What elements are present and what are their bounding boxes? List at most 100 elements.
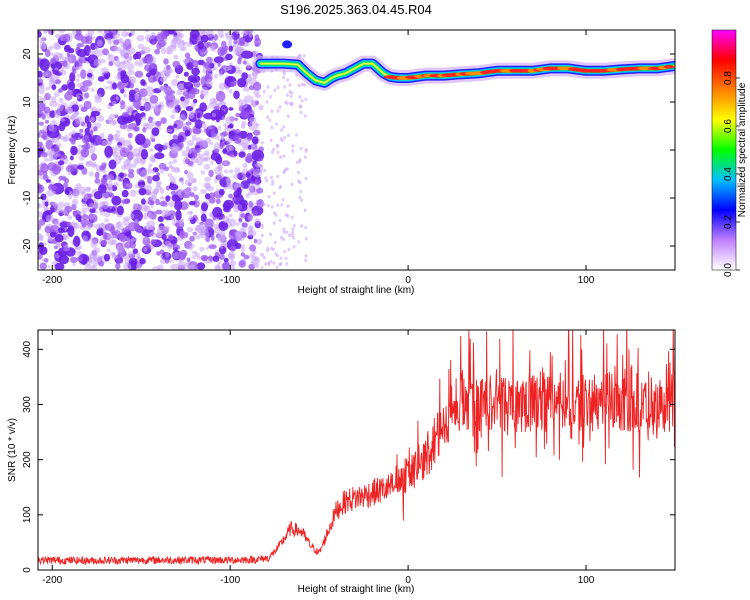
noise-speckle: [243, 254, 250, 260]
noise-speckle: [190, 88, 200, 95]
noise-speckle: [118, 232, 125, 239]
noise-speckle: [163, 58, 169, 65]
noise-speckle: [234, 117, 238, 121]
noise-speckle: [159, 196, 165, 200]
noise-speckle: [113, 30, 121, 38]
noise-speckle: [256, 238, 263, 245]
noise-speckle: [234, 128, 241, 134]
noise-speckle: [142, 236, 148, 241]
noise-speckle: [143, 205, 151, 213]
noise-speckle: [298, 195, 302, 200]
noise-speckle: [109, 183, 114, 187]
noise-speckle: [208, 196, 216, 204]
snr-x-label: Height of straight line (km): [298, 584, 415, 595]
noise-speckle: [102, 231, 108, 240]
noise-speckle: [99, 208, 104, 216]
noise-speckle: [187, 171, 194, 181]
noise-speckle: [72, 263, 76, 267]
noise-speckle: [109, 204, 113, 209]
noise-speckle: [54, 67, 59, 71]
noise-speckle: [278, 218, 282, 223]
noise-speckle: [44, 258, 49, 263]
noise-speckle: [116, 244, 123, 254]
noise-speckle: [137, 152, 143, 157]
noise-speckle: [191, 59, 199, 68]
noise-speckle: [167, 173, 173, 178]
noise-speckle: [76, 95, 80, 100]
noise-speckle: [186, 41, 193, 47]
noise-speckle: [304, 225, 308, 230]
noise-speckle: [270, 150, 274, 154]
noise-speckle: [248, 214, 253, 221]
snr-background: [38, 330, 675, 570]
noise-speckle: [218, 221, 229, 231]
noise-speckle: [285, 101, 289, 106]
noise-speckle: [180, 96, 185, 102]
noise-speckle: [121, 164, 126, 171]
noise-speckle: [249, 244, 257, 252]
noise-speckle: [233, 150, 238, 157]
noise-speckle: [273, 88, 277, 92]
noise-speckle: [88, 171, 94, 177]
noise-speckle: [64, 44, 71, 53]
noise-speckle: [242, 138, 251, 145]
noise-speckle: [206, 56, 213, 64]
noise-speckle: [155, 185, 162, 191]
noise-speckle: [147, 212, 153, 220]
noise-speckle: [200, 34, 209, 43]
spectrogram-x-tick-label: 100: [578, 275, 595, 286]
snr-x-tick-label: -100: [220, 575, 240, 586]
noise-speckle: [38, 141, 43, 148]
noise-speckle: [225, 143, 232, 152]
noise-speckle: [297, 240, 301, 244]
noise-speckle: [87, 30, 95, 37]
noise-speckle: [100, 132, 105, 140]
noise-speckle: [47, 93, 51, 97]
noise-speckle: [206, 30, 214, 38]
noise-speckle: [302, 54, 306, 58]
noise-speckle: [120, 100, 125, 106]
noise-speckle: [260, 141, 264, 145]
noise-speckle: [269, 94, 272, 99]
noise-speckle: [213, 227, 221, 234]
noise-speckle: [170, 190, 176, 196]
snr-series: [38, 330, 675, 566]
noise-speckle: [238, 105, 245, 112]
noise-speckle: [112, 82, 117, 90]
noise-speckle: [181, 150, 188, 157]
noise-speckle: [291, 230, 295, 235]
noise-speckle: [38, 84, 45, 95]
noise-speckle: [236, 187, 242, 196]
noise-speckle: [237, 58, 242, 65]
noise-speckle: [89, 208, 96, 214]
noise-speckle: [57, 103, 64, 112]
spectrogram-x-tick-label: -100: [220, 275, 240, 286]
noise-speckle: [48, 76, 55, 83]
noise-speckle: [65, 190, 70, 195]
noise-speckle: [177, 135, 184, 143]
noise-speckle: [241, 72, 249, 80]
noise-speckle: [248, 263, 256, 270]
noise-speckle: [200, 189, 207, 194]
noise-speckle: [115, 74, 122, 81]
noise-speckle: [164, 210, 172, 217]
snr-y-label: SNR (10 * v/v): [7, 418, 18, 482]
noise-speckle: [223, 199, 234, 210]
noise-speckle: [109, 228, 115, 234]
noise-speckle: [225, 184, 232, 189]
noise-speckle: [141, 46, 151, 54]
noise-speckle: [254, 43, 259, 47]
noise-speckle: [250, 261, 255, 264]
noise-speckle: [269, 259, 273, 264]
noise-speckle: [127, 172, 135, 179]
noise-speckle: [264, 262, 268, 266]
noise-speckle: [114, 114, 119, 118]
noise-speckle: [283, 135, 287, 140]
noise-speckle: [276, 150, 280, 155]
noise-speckle: [150, 169, 155, 174]
noise-speckle: [121, 198, 131, 205]
noise-speckle: [128, 107, 133, 113]
noise-speckle: [165, 251, 170, 258]
noise-speckle: [260, 266, 264, 269]
